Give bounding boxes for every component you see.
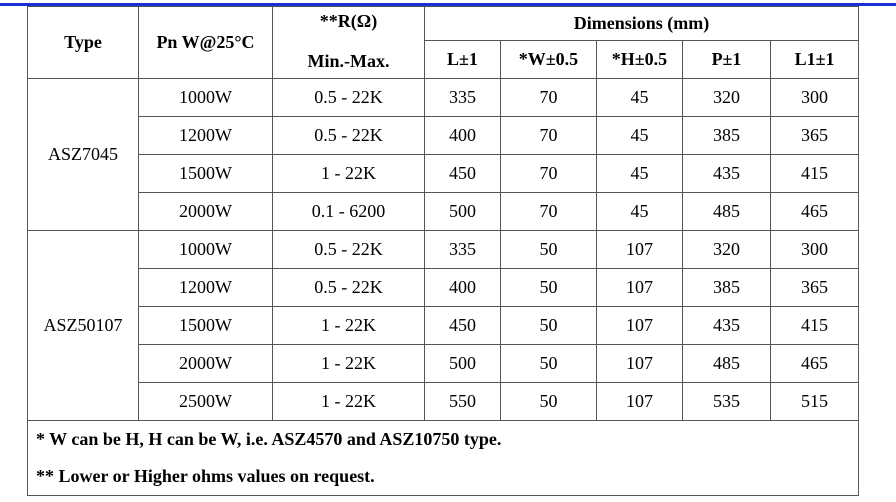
r-cell: 0.5 - 22K [272, 268, 425, 307]
r-cell: 0.5 - 22K [272, 116, 425, 155]
header-resistance-title: **R(Ω) [319, 11, 378, 31]
h-cell: 45 [596, 154, 683, 193]
pn-cell: 1000W [138, 78, 273, 117]
table-row: 1500W 1 - 22K 450 70 45 435 415 [28, 154, 860, 193]
header-type: Type [27, 6, 139, 79]
p-cell: 320 [682, 78, 771, 117]
r-cell: 1 - 22K [272, 344, 425, 383]
w-cell: 70 [500, 78, 597, 117]
l1-cell: 300 [769, 230, 860, 269]
w-cell: 50 [500, 268, 597, 307]
pn-cell: 1500W [138, 306, 273, 345]
pn-cell: 2500W [138, 382, 273, 421]
dimension-subheader-row: L±1 *W±0.5 *H±0.5 P±1 L1±1 [28, 40, 860, 79]
h-cell: 107 [596, 306, 683, 345]
table-row: 2000W 0.1 - 6200 500 70 45 485 465 [28, 192, 860, 231]
r-cell: 1 - 22K [272, 382, 425, 421]
footnote-ohms: ** Lower or Higher ohms values on reques… [26, 458, 860, 496]
l1-cell: 365 [769, 268, 860, 307]
table-row: ASZ50107 1000W 0.5 - 22K 335 50 107 320 … [27, 230, 860, 421]
footnote-w-h: * W can be H, H can be W, i.e. ASZ4570 a… [26, 420, 860, 458]
l-cell: 400 [424, 268, 501, 307]
r-cell: 1 - 22K [272, 154, 425, 193]
table-row: 1500W 1 - 22K 450 50 107 435 415 [28, 306, 860, 345]
l-cell: 550 [424, 382, 501, 421]
w-cell: 70 [500, 116, 597, 155]
header-col-h: *H±0.5 [596, 40, 683, 79]
pn-cell: 1200W [138, 116, 273, 155]
specifications-table: Type Pn W@25°C **R(Ω) Min.-Max. Dimensio… [26, 5, 860, 496]
pn-cell: 1500W [138, 154, 273, 193]
h-cell: 107 [596, 268, 683, 307]
h-cell: 45 [596, 78, 683, 117]
l-cell: 335 [424, 230, 501, 269]
p-cell: 535 [682, 382, 771, 421]
header-col-w: *W±0.5 [500, 40, 597, 79]
h-cell: 107 [596, 344, 683, 383]
header-pn: Pn W@25°C [138, 6, 273, 79]
pn-cell: 2000W [138, 344, 273, 383]
w-cell: 70 [500, 192, 597, 231]
l-cell: 500 [424, 344, 501, 383]
p-cell: 385 [682, 268, 771, 307]
p-cell: 485 [682, 192, 771, 231]
header-col-p: P±1 [682, 40, 771, 79]
l1-cell: 415 [769, 306, 860, 345]
l-cell: 450 [424, 306, 501, 345]
l1-cell: 465 [769, 344, 860, 383]
l1-cell: 415 [769, 154, 860, 193]
pn-cell: 2000W [138, 192, 273, 231]
header-resistance: **R(Ω) Min.-Max. [272, 6, 425, 79]
w-cell: 50 [500, 230, 597, 269]
l-cell: 400 [424, 116, 501, 155]
l-cell: 500 [424, 192, 501, 231]
table-row: 1200W 0.5 - 22K 400 70 45 385 365 [28, 116, 860, 155]
header-col-l: L±1 [424, 40, 501, 79]
header-resistance-range: Min.-Max. [307, 51, 390, 71]
table-row: 2500W 1 - 22K 550 50 107 535 515 [28, 382, 860, 421]
pn-cell: 1200W [138, 268, 273, 307]
note-row: ** Lower or Higher ohms values on reques… [26, 458, 860, 496]
r-cell: 1 - 22K [272, 306, 425, 345]
l-cell: 450 [424, 154, 501, 193]
table-row: 1200W 0.5 - 22K 400 50 107 385 365 [28, 268, 860, 307]
type-cell: ASZ50107 [27, 230, 139, 421]
w-cell: 50 [500, 382, 597, 421]
r-cell: 0.5 - 22K [272, 78, 425, 117]
h-cell: 107 [596, 230, 683, 269]
table-row: ASZ7045 1000W 0.5 - 22K 335 70 45 320 30… [27, 78, 860, 231]
p-cell: 320 [682, 230, 771, 269]
header-dimensions: Dimensions (mm) [423, 5, 860, 42]
h-cell: 45 [596, 116, 683, 155]
r-cell: 0.1 - 6200 [272, 192, 425, 231]
pn-cell: 1000W [138, 230, 273, 269]
type-cell: ASZ7045 [27, 78, 139, 231]
l1-cell: 300 [769, 78, 860, 117]
note-row: * W can be H, H can be W, i.e. ASZ4570 a… [26, 420, 860, 458]
w-cell: 50 [500, 306, 597, 345]
top-blue-rule [0, 3, 896, 6]
l1-cell: 365 [769, 116, 860, 155]
p-cell: 385 [682, 116, 771, 155]
table-row: 2000W 1 - 22K 500 50 107 485 465 [28, 344, 860, 383]
h-cell: 107 [596, 382, 683, 421]
p-cell: 485 [682, 344, 771, 383]
w-cell: 50 [500, 344, 597, 383]
p-cell: 435 [682, 306, 771, 345]
p-cell: 435 [682, 154, 771, 193]
l1-cell: 465 [769, 192, 860, 231]
w-cell: 70 [500, 154, 597, 193]
h-cell: 45 [596, 192, 683, 231]
l1-cell: 515 [769, 382, 860, 421]
l-cell: 335 [424, 78, 501, 117]
header-col-l1: L1±1 [769, 40, 860, 79]
r-cell: 0.5 - 22K [272, 230, 425, 269]
